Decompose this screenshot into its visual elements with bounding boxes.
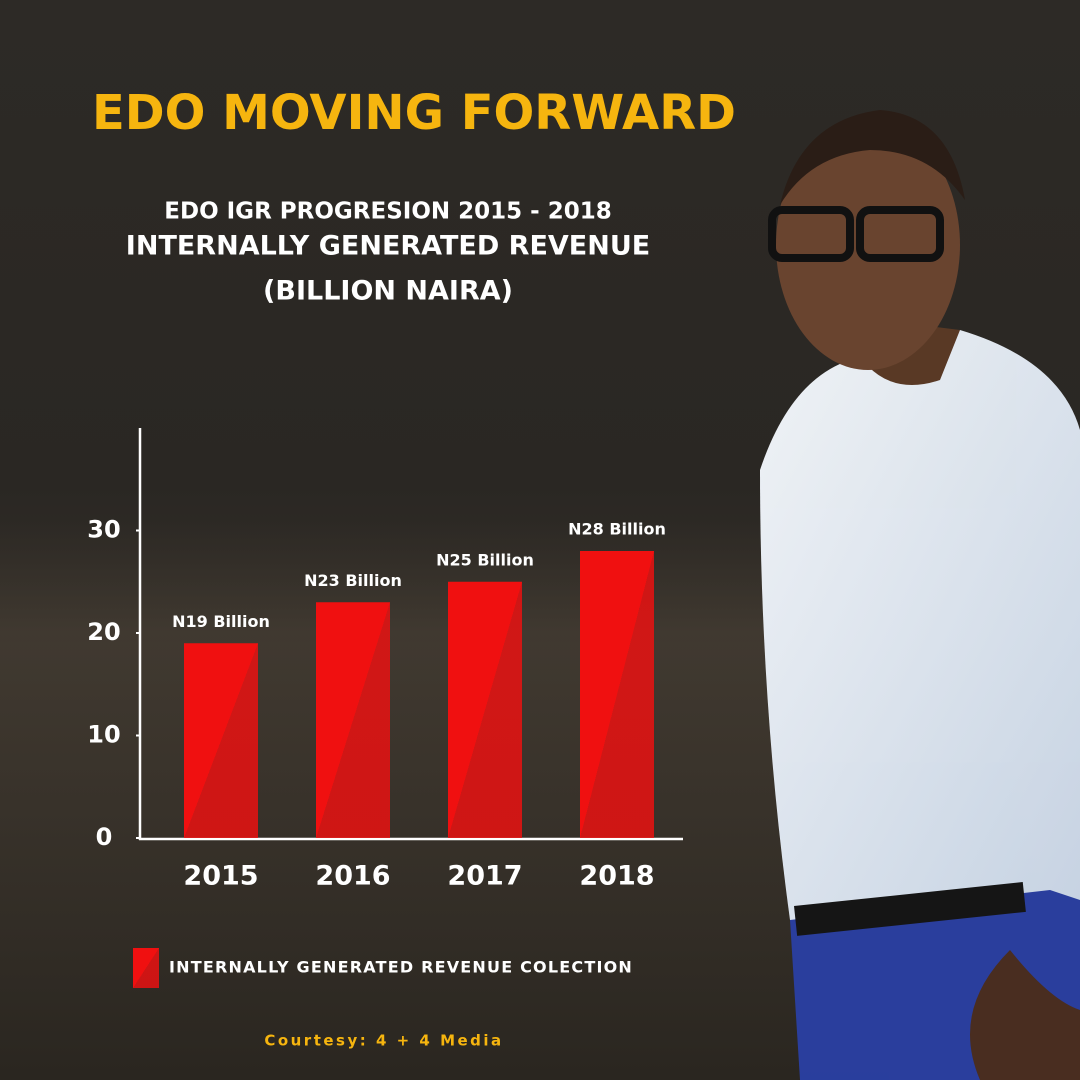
- glasses-left: [768, 206, 854, 262]
- shirt: [760, 330, 1080, 930]
- data-label: N25 Billion: [436, 550, 534, 569]
- x-tick-label: 2018: [579, 861, 654, 892]
- glasses-right: [856, 206, 944, 262]
- y-tick-label: 20: [87, 618, 120, 646]
- data-label: N23 Billion: [304, 571, 402, 590]
- subtitle: (BILLION NAIRA): [263, 276, 513, 307]
- bar: [184, 643, 258, 838]
- footer: Courtesy: 4 + 4 Media: [264, 1032, 503, 1050]
- portrait: [760, 110, 1080, 1080]
- y-tick-label: 30: [87, 516, 120, 544]
- subtitle: EDO IGR PROGRESION 2015 - 2018: [164, 199, 611, 225]
- chart-title: EDO MOVING FORWARD: [92, 85, 736, 141]
- y-tick-label: 0: [96, 823, 113, 851]
- data-label: N28 Billion: [568, 520, 666, 539]
- bar: [316, 602, 390, 838]
- legend-swatch: [133, 948, 159, 988]
- subtitle: INTERNALLY GENERATED REVENUE: [126, 231, 650, 262]
- x-tick-label: 2016: [315, 861, 390, 892]
- hand: [970, 950, 1080, 1080]
- belt: [794, 882, 1026, 936]
- head: [776, 120, 960, 370]
- hair: [780, 110, 965, 205]
- data-label: N19 Billion: [172, 612, 270, 631]
- y-tick-label: 10: [87, 721, 120, 749]
- x-tick-label: 2017: [447, 861, 522, 892]
- bar: [580, 551, 654, 838]
- bar: [448, 581, 522, 838]
- legend-label: INTERNALLY GENERATED REVENUE COLECTION: [169, 958, 633, 977]
- x-tick-label: 2015: [183, 861, 258, 892]
